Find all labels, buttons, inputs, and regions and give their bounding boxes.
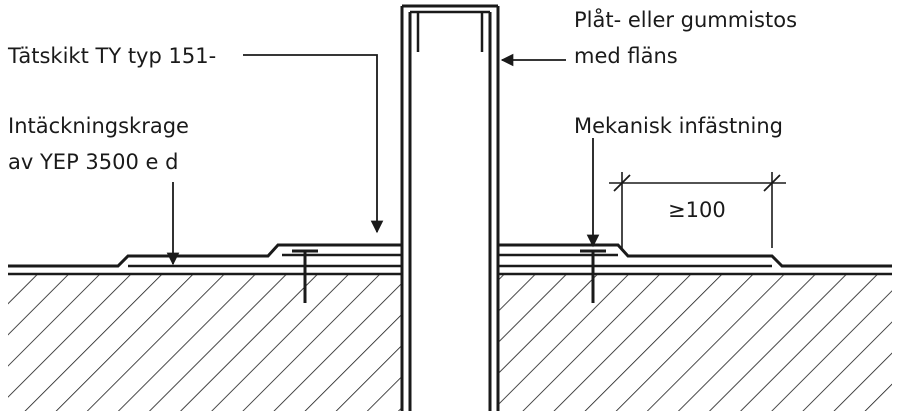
substrate-hatched bbox=[8, 272, 892, 411]
roofing-membrane bbox=[8, 243, 892, 268]
label-fastening: Mekanisk infästning bbox=[574, 114, 783, 138]
fastener-right bbox=[580, 249, 606, 303]
leader-membrane bbox=[243, 54, 384, 234]
label-boot-line2: med fläns bbox=[574, 44, 678, 68]
membrane-top-left bbox=[8, 243, 402, 268]
pipe-boot bbox=[400, 4, 500, 411]
substrate-left bbox=[8, 274, 402, 411]
dimension-line bbox=[609, 172, 786, 248]
label-boot-line1: Plåt- eller gummistos bbox=[574, 8, 798, 32]
label-collar-line2: av YEP 3500 e d bbox=[8, 150, 179, 174]
substrate-right bbox=[498, 274, 892, 411]
label-dimension: ≥100 bbox=[668, 198, 726, 222]
label-collar-line1: Intäckningskrage bbox=[8, 114, 189, 138]
fastener-left bbox=[292, 249, 318, 303]
label-membrane: Tätskikt TY typ 151- bbox=[8, 44, 217, 68]
